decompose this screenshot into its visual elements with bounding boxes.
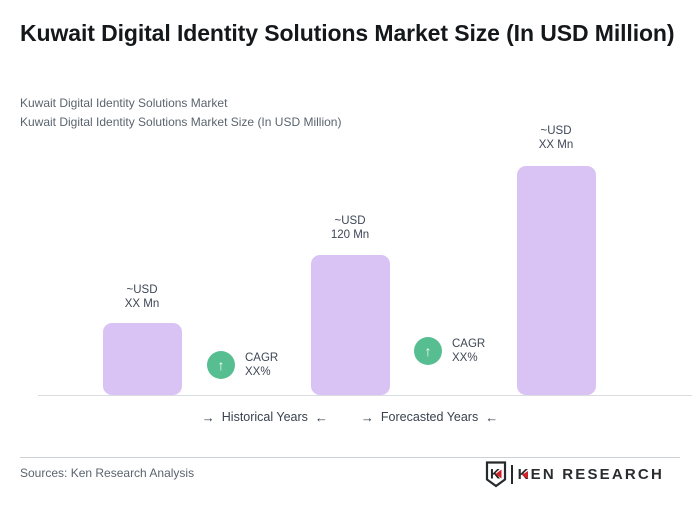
cagr-text: CAGR XX% xyxy=(245,351,278,379)
shield-red-wedge-icon xyxy=(495,469,502,479)
bar-historical xyxy=(103,323,182,395)
growth-circle: ↑ xyxy=(207,351,235,379)
chart-subtitle-market: Kuwait Digital Identity Solutions Market xyxy=(20,96,228,110)
ken-wordmark: KEN RESEARCH xyxy=(518,466,664,483)
bar-value-line2: 120 Mn xyxy=(330,229,370,241)
cagr-value: XX% xyxy=(245,366,271,378)
ken-shield-icon: K xyxy=(485,461,506,488)
growth-circle: ↑ xyxy=(414,337,442,365)
bar-base-year xyxy=(311,255,390,395)
shield-letter: K xyxy=(490,466,500,482)
right-arrow-icon: → xyxy=(360,409,374,425)
left-arrow-icon: ← xyxy=(485,409,499,425)
page-title: Kuwait Digital Identity Solutions Market… xyxy=(20,20,675,46)
cagr-badge-2: ↑ CAGR XX% xyxy=(414,337,485,365)
axis-group-forecasted: → Forecasted Years ← xyxy=(361,410,498,424)
bar-value-label-forecast: ~USD XX Mn xyxy=(501,124,611,152)
axis-group-label: Forecasted Years xyxy=(380,410,479,424)
cagr-badge-1: ↑ CAGR XX% xyxy=(207,351,278,379)
axis-group-label: Historical Years xyxy=(221,410,308,424)
red-arrow-icon xyxy=(521,470,528,479)
x-axis-groups: → Historical Years ← → Forecasted Years … xyxy=(0,410,700,424)
wordmark-text: KEN RESEARCH xyxy=(517,466,664,483)
bar-value-line2: XX Mn xyxy=(538,139,574,151)
chart-subtitle-size: Kuwait Digital Identity Solutions Market… xyxy=(20,115,342,129)
bar-value-label-base: ~USD 120 Mn xyxy=(295,214,405,242)
bar-value-label-historical: ~USD XX Mn xyxy=(87,283,197,311)
cagr-label: CAGR xyxy=(452,338,486,350)
bar-value-line2: XX Mn xyxy=(124,298,160,310)
cagr-value: XX% xyxy=(452,352,478,364)
up-arrow-icon: ↑ xyxy=(424,343,432,359)
left-arrow-icon: ← xyxy=(314,409,328,425)
up-arrow-icon: ↑ xyxy=(217,357,225,373)
bar-value-line1: ~USD xyxy=(540,125,572,137)
axis-group-historical: → Historical Years ← xyxy=(202,410,328,424)
right-arrow-icon: → xyxy=(201,409,215,425)
logo-separator xyxy=(510,465,513,484)
cagr-text: CAGR XX% xyxy=(452,337,485,365)
bar-value-line1: ~USD xyxy=(334,215,366,227)
footer-divider xyxy=(20,457,680,458)
cagr-label: CAGR xyxy=(245,352,279,364)
sources-text: Sources: Ken Research Analysis xyxy=(20,466,195,480)
bar-forecast xyxy=(517,166,596,395)
x-axis-line xyxy=(38,395,692,396)
ken-research-logo: K KEN RESEARCH xyxy=(485,461,664,488)
bar-value-line1: ~USD xyxy=(126,284,158,296)
